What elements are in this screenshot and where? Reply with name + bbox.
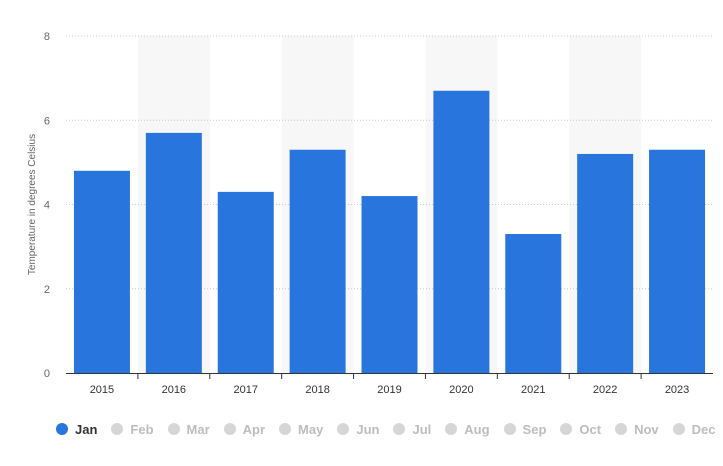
legend-dot-icon bbox=[167, 423, 180, 435]
legend-dot-icon bbox=[560, 423, 573, 435]
bar-2020 bbox=[433, 90, 490, 373]
legend-item-sep[interactable]: Sep bbox=[503, 421, 547, 437]
x-tick-label: 2018 bbox=[305, 384, 329, 396]
legend-label: May bbox=[298, 421, 324, 437]
y-tick-label: 0 bbox=[44, 368, 50, 380]
bar-2022 bbox=[577, 153, 634, 373]
legend-dot-icon bbox=[223, 423, 236, 435]
y-tick-label: 6 bbox=[44, 115, 50, 127]
legend-dot-icon bbox=[393, 423, 406, 435]
legend-dot-icon bbox=[672, 423, 685, 435]
y-tick-label: 4 bbox=[44, 200, 50, 212]
bar-2017 bbox=[217, 191, 274, 373]
legend-item-mar[interactable]: Mar bbox=[167, 421, 210, 437]
y-tick-label: 2 bbox=[44, 284, 50, 296]
bar-2021 bbox=[505, 233, 562, 373]
legend-label: Nov bbox=[634, 421, 659, 437]
legend-item-apr[interactable]: Apr bbox=[223, 421, 266, 437]
x-tick-label: 2015 bbox=[90, 384, 114, 396]
legend-label: Mar bbox=[186, 421, 210, 437]
legend-label: Apr bbox=[242, 421, 266, 437]
bar-2015 bbox=[73, 170, 130, 373]
legend: Jan Feb Mar Apr May Jun Jul Aug Sep Oct Nov Dec bbox=[56, 420, 723, 438]
legend-dot-icon bbox=[615, 423, 628, 435]
bar-2018 bbox=[289, 149, 346, 373]
legend-dot-icon bbox=[445, 423, 458, 435]
legend-item-nov[interactable]: Nov bbox=[615, 422, 659, 437]
legend-item-may[interactable]: May bbox=[279, 422, 323, 437]
legend-label: Sep bbox=[522, 421, 547, 437]
y-axis-title: Temperature in degrees Celsius bbox=[27, 134, 38, 275]
legend-item-dec[interactable]: Dec bbox=[672, 421, 716, 437]
legend-dot-icon bbox=[56, 423, 68, 435]
legend-item-jan[interactable]: Jan bbox=[56, 422, 97, 437]
x-tick-label: 2020 bbox=[449, 384, 473, 396]
bar-2016 bbox=[145, 132, 202, 373]
legend-label: Jun bbox=[356, 421, 380, 437]
x-tick-label: 2019 bbox=[377, 384, 401, 396]
legend-dot-icon bbox=[337, 423, 350, 435]
legend-item-jun[interactable]: Jun bbox=[337, 422, 379, 437]
legend-dot-icon bbox=[279, 423, 292, 435]
legend-label: Aug bbox=[464, 421, 490, 437]
legend-item-jul[interactable]: Jul bbox=[393, 422, 431, 437]
x-tick-label: 2022 bbox=[593, 384, 617, 396]
y-tick-label: 8 bbox=[44, 31, 50, 43]
legend-label: Oct bbox=[579, 421, 602, 437]
legend-item-oct[interactable]: Oct bbox=[560, 422, 601, 437]
legend-label: Dec bbox=[691, 421, 716, 437]
x-tick-label: 2021 bbox=[521, 384, 545, 396]
bar-2023 bbox=[649, 149, 706, 373]
bar-2019 bbox=[361, 196, 418, 373]
legend-label: Jan bbox=[75, 421, 98, 437]
legend-dot-icon bbox=[111, 423, 124, 435]
legend-dot-icon bbox=[503, 423, 516, 435]
legend-item-feb[interactable]: Feb bbox=[111, 421, 154, 437]
x-tick-label: 2016 bbox=[162, 384, 186, 396]
legend-label: Feb bbox=[130, 421, 154, 437]
legend-item-aug[interactable]: Aug bbox=[445, 421, 490, 437]
legend-label: Jul bbox=[412, 421, 432, 437]
x-tick-label: 2023 bbox=[665, 384, 689, 396]
x-tick-label: 2017 bbox=[233, 384, 257, 396]
